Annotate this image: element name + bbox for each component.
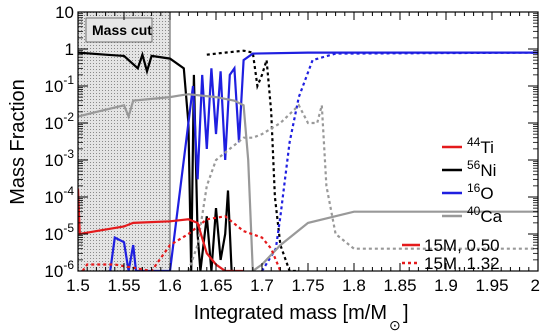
series-o16-dotted: [261, 51, 538, 271]
mass-cut-label-box: [85, 17, 153, 43]
legend-model-label-1: 15M, 0.50: [424, 236, 500, 255]
series-ti44-dotted: [81, 215, 282, 271]
x-tick-label: 1.55: [107, 276, 140, 295]
y-tick-label: 10-4: [44, 184, 74, 207]
y-tick-labels: 10-6 10-5 10-4 10-3 10-2 10-1 1 10: [44, 3, 74, 281]
x-tick-label: 1.9: [434, 276, 458, 295]
tick-layer: [77, 11, 539, 272]
series-ca40-solid: [78, 93, 538, 271]
legend-model-label-2: 15M, 1.32: [424, 254, 500, 273]
x-tick-label: 1.7: [250, 276, 274, 295]
x-tick-label: 1.85: [383, 276, 416, 295]
x-tick-label: 1.65: [199, 276, 232, 295]
y-tick-label: 10-6: [44, 258, 74, 281]
legend-ti-label: 44Ti: [467, 135, 494, 157]
x-tick-label: 1.5: [66, 276, 90, 295]
y-tick-label: 10-1: [44, 73, 74, 96]
x-tick-label: 1.6: [158, 276, 182, 295]
series-ti44-solid: [78, 188, 244, 271]
y-tick-label: 10: [55, 3, 74, 22]
legend-ca-label: 40Ca: [467, 204, 503, 226]
y-tick-label: 10-3: [44, 147, 74, 170]
x-tick-label: 1.8: [342, 276, 366, 295]
x-axis-title: Integrated mass [m/M: [194, 302, 387, 324]
x-axis-title-sub: ⊙: [389, 317, 401, 333]
mass-cut-label: Mass cut: [92, 22, 152, 38]
y-tick-label: 1: [65, 40, 74, 59]
series-ni56-solid: [78, 50, 235, 271]
legend-ni-label: 56Ni: [467, 158, 496, 180]
y-tick-label: 10-5: [44, 221, 74, 244]
legend-o-label: 16O: [467, 181, 494, 203]
series-layer: [78, 49, 538, 271]
y-axis-title: Mass Fraction: [7, 79, 29, 205]
x-tick-label: 1.95: [475, 276, 508, 295]
x-tick-label: 2: [531, 276, 540, 295]
series-ca40-dotted: [187, 103, 538, 271]
series-o16-solid: [109, 51, 538, 271]
x-tick-label: 1.75: [291, 276, 324, 295]
x-axis-title-close: ]: [403, 302, 409, 324]
y-tick-label: 10-2: [44, 110, 74, 133]
x-tick-labels: 1.5 1.55 1.6 1.65 1.7 1.75 1.8 1.85 1.9 1.95 2: [66, 276, 540, 295]
